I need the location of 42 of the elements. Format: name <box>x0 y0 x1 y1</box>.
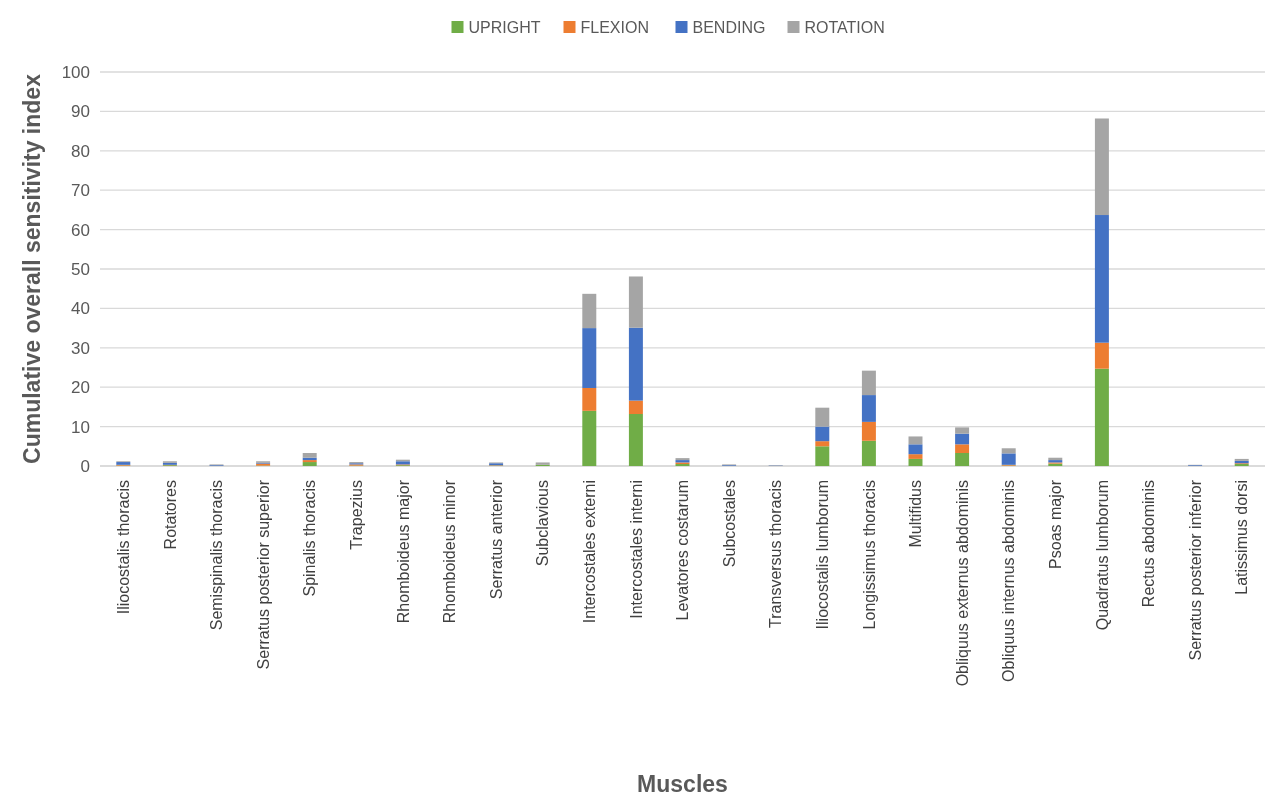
legend-label: FLEXION <box>580 18 649 36</box>
y-tick-label: 20 <box>71 378 90 398</box>
y-tick-label: 50 <box>71 259 90 279</box>
x-tick-label: Quadratus lumborum <box>1093 480 1111 631</box>
x-tick-label: Psoas major <box>1046 479 1064 569</box>
x-tick-label: Serratus posterior superior <box>254 479 272 670</box>
x-tick-label: Serratus anterior <box>487 479 505 600</box>
x-tick-label: Obliquus externus abdominis <box>953 480 971 687</box>
y-tick-label: 90 <box>71 102 90 122</box>
x-tick-label: Multifidus <box>907 480 925 548</box>
y-tick-label: 70 <box>71 181 90 201</box>
legend-label: UPRIGHT <box>468 18 541 36</box>
x-tick-label: Iliocostalis thoracis <box>114 480 132 615</box>
x-tick-label: Rectus abdominis <box>1140 480 1158 608</box>
y-tick-label: 100 <box>61 62 90 82</box>
y-tick-label: 10 <box>71 417 90 437</box>
x-tick-label: Trapezius <box>347 480 365 550</box>
y-tick-label: 30 <box>71 338 90 358</box>
legend-label: ROTATION <box>804 18 885 36</box>
y-tick-label: 40 <box>71 299 90 319</box>
x-tick-label: Intercostales interni <box>627 480 645 619</box>
x-tick-label: Obliquus internus abdominis <box>1000 480 1018 682</box>
x-tick-label: Longissimus thoracis <box>860 480 878 630</box>
x-tick-label: Iliocostalis lumborum <box>813 480 831 630</box>
x-tick-label: Rotatores <box>161 480 179 550</box>
y-tick-label: 60 <box>71 220 90 240</box>
x-tick-label: Transversus thoracis <box>767 480 785 628</box>
x-tick-label: Levatores costarum <box>674 480 692 621</box>
x-tick-label: Serratus posterior inferior <box>1186 479 1204 661</box>
x-tick-label: Intercostales externi <box>580 480 598 624</box>
y-tick-label: 80 <box>71 141 90 161</box>
y-tick-label: 0 <box>80 456 90 476</box>
x-tick-label: Rhomboideus major <box>394 479 412 624</box>
x-axis-title: Muscles <box>637 771 728 797</box>
x-tick-label: Rhomboideus minor <box>441 479 459 624</box>
x-tick-label: Spinalis thoracis <box>301 480 319 597</box>
legend-label: BENDING <box>692 18 766 36</box>
x-tick-label: Latissimus dorsi <box>1233 480 1251 595</box>
y-axis-title: Cumulative overall sensitivity index <box>19 73 45 464</box>
x-tick-label: Subclavious <box>534 480 552 567</box>
x-tick-label: Semispinalis thoracis <box>208 480 226 631</box>
x-tick-label: Subcostales <box>720 480 738 568</box>
